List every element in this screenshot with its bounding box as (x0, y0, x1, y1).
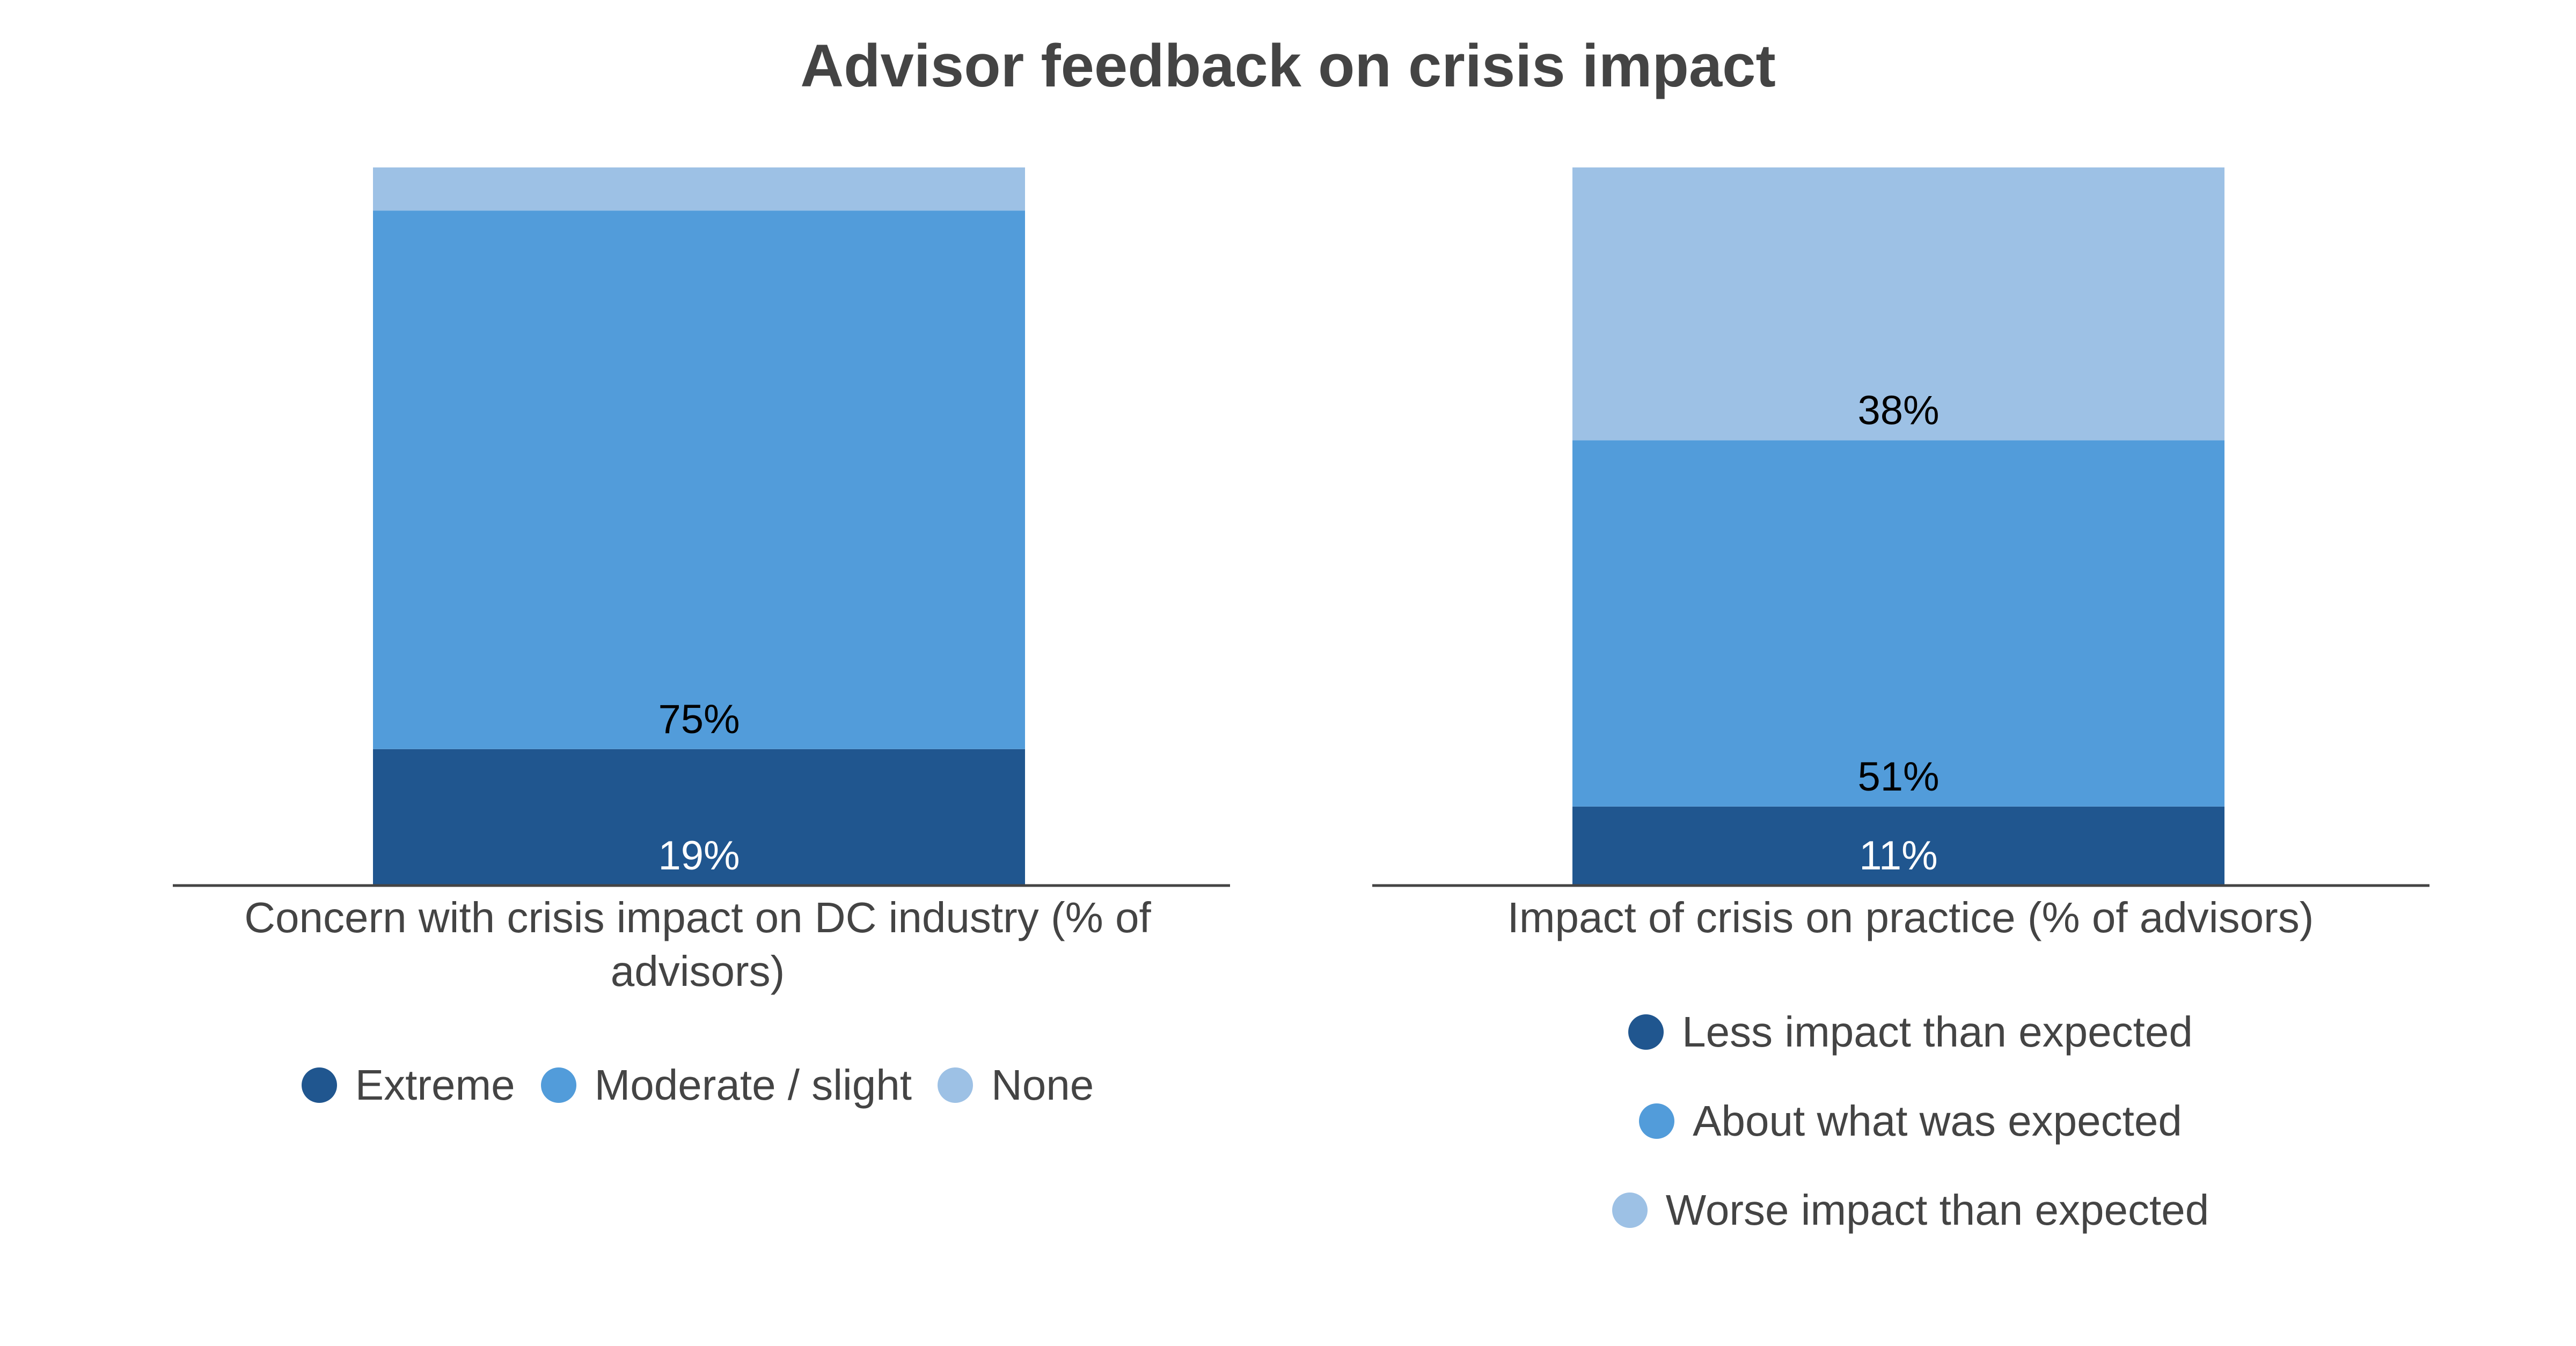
legend-item-less-impact: Less impact than expected (1628, 987, 2193, 1077)
legend-item-about-expected: About what was expected (1639, 1077, 2182, 1166)
legend-marker-less-impact (1628, 1014, 1664, 1050)
legend-marker-worse-impact (1612, 1193, 1648, 1228)
legend-1: Extreme Moderate / slight None (182, 1058, 1213, 1112)
data-label-2-less-impact-than-expected: 11% (1859, 833, 1937, 879)
legend-label-less-impact: Less impact than expected (1682, 1008, 2193, 1056)
legend-label-about-expected: About what was expected (1693, 1097, 2182, 1145)
legend-label-extreme: Extreme (355, 1061, 515, 1109)
bar-segment-2-less-impact-than-expected (1572, 806, 2224, 886)
data-label-1-extreme: 19% (658, 833, 740, 879)
legend-item-extreme: Extreme (301, 1060, 515, 1110)
bar-segment-1-extreme (373, 749, 1025, 886)
data-label-2-worse-impact-than-expected: 38% (1857, 387, 1939, 433)
legend-item-moderate-slight: Moderate / slight (540, 1060, 912, 1110)
legend-item-none: None (938, 1060, 1094, 1110)
data-label-2-about-what-was-expected: 51% (1857, 754, 1939, 800)
data-label-1-moderate-slight: 75% (658, 697, 740, 742)
legend-marker-extreme (301, 1067, 337, 1103)
x-axis-label-1: Concern with crisis impact on DC industr… (244, 894, 1151, 995)
bar-segment-2-worse-impact-than-expected (1572, 167, 2224, 441)
legend-marker-about-expected (1639, 1103, 1675, 1139)
legend-label-none: None (991, 1061, 1094, 1109)
legend-2: Less impact than expected About what was… (1374, 987, 2447, 1255)
chart-title: Advisor feedback on crisis impact (800, 32, 1776, 99)
legend-marker-moderate-slight (540, 1067, 576, 1103)
bar-segment-2-about-what-was-expected (1572, 440, 2224, 807)
legend-label-worse-impact: Worse impact than expected (1665, 1186, 2209, 1234)
legend-item-worse-impact: Worse impact than expected (1612, 1166, 2209, 1255)
legend-label-moderate-slight: Moderate / slight (594, 1061, 912, 1109)
x-axis-label-2: Impact of crisis on practice (% of advis… (1507, 894, 2314, 941)
legend-marker-none (938, 1067, 973, 1103)
bar-segment-1-none (373, 167, 1025, 211)
bar-segment-1-moderate-slight (373, 210, 1025, 749)
